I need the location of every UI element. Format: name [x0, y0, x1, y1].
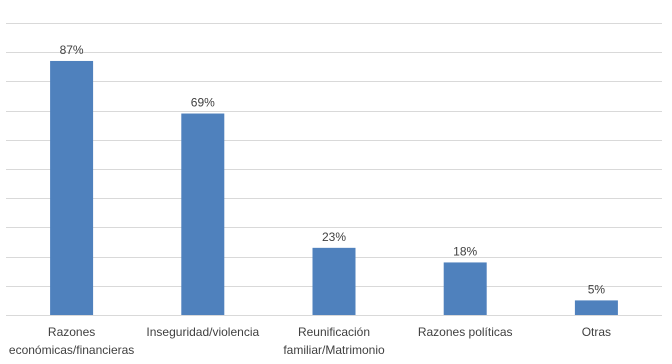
data-label: 87% — [60, 43, 84, 57]
bar — [443, 262, 487, 315]
bar — [574, 300, 618, 315]
x-tick-label-line: Otras — [582, 325, 611, 339]
x-tick-label: Otras — [582, 325, 611, 339]
data-label: 23% — [322, 230, 346, 244]
x-tick-label: Razones políticas — [418, 325, 513, 339]
bar — [181, 113, 225, 316]
data-labels: 87% 69% 23% 18% 5% — [60, 43, 606, 296]
x-tick-label-line: Razones — [48, 325, 95, 339]
gridlines — [6, 23, 662, 316]
data-label: 5% — [588, 282, 606, 296]
bar — [312, 247, 356, 315]
x-tick-label-line: Razones políticas — [418, 325, 513, 339]
data-label: 18% — [453, 244, 477, 258]
x-tick-label: Razones económicas/financieras — [9, 325, 134, 357]
x-tick-label-line: familiar/Matrimonio — [283, 343, 385, 357]
bar — [50, 60, 94, 316]
x-tick-label-line: Reunificación — [298, 325, 370, 339]
x-tick-label-line: económicas/financieras — [9, 343, 134, 357]
x-tick-label: Inseguridad/violencia — [146, 325, 259, 339]
x-tick-label-line: Inseguridad/violencia — [146, 325, 259, 339]
bars — [50, 60, 618, 316]
x-tick-label: Reunificación familiar/Matrimonio — [283, 325, 385, 357]
x-axis-tick-labels: Razones económicas/financieras Inseguridad… — [9, 325, 611, 357]
data-label: 69% — [191, 96, 215, 110]
